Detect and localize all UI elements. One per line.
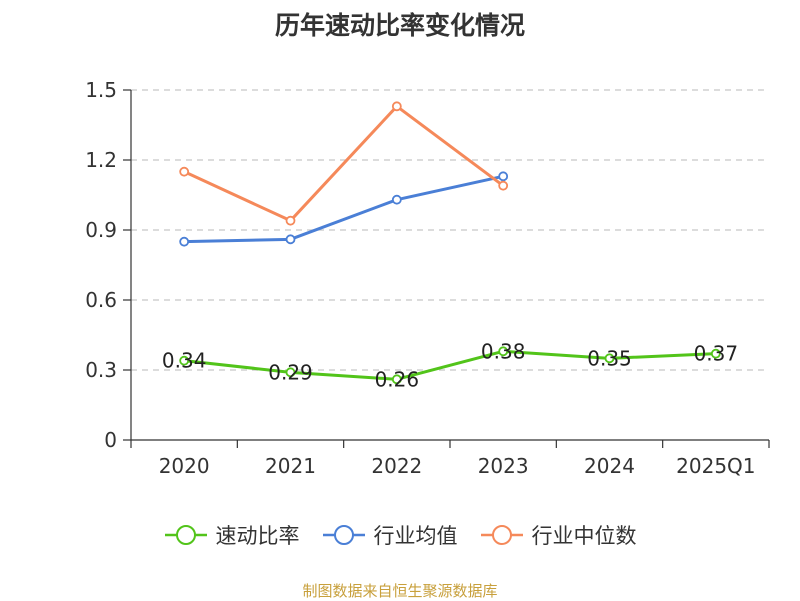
data-point — [391, 374, 402, 385]
series-line-0 — [184, 349, 716, 381]
data-point — [285, 234, 296, 245]
data-point — [285, 215, 296, 226]
legend-line-circle-icon — [480, 525, 523, 545]
data-point — [604, 353, 615, 364]
data-point — [391, 101, 402, 112]
data-point — [179, 355, 190, 366]
x-tick-label: 2024 — [584, 454, 635, 478]
series-line-2 — [183, 104, 505, 223]
chart-title: 历年速动比率变化情况 — [274, 11, 525, 40]
data-label: 0.29 — [268, 360, 313, 384]
data-point — [710, 348, 721, 359]
y-tick-label: 0 — [104, 428, 117, 452]
data-label: 0.35 — [587, 346, 632, 370]
grid-lines — [131, 89, 769, 371]
y-tick-label: 1.5 — [85, 78, 117, 102]
data-point — [391, 194, 402, 205]
source-note: 制图数据来自恒生聚源数据库 — [302, 582, 498, 600]
data-point — [498, 346, 509, 357]
legend-item[interactable]: 速动比率 — [164, 520, 300, 550]
data-point — [179, 166, 190, 177]
legend-item[interactable]: 行业中位数 — [480, 520, 637, 550]
data-point — [498, 171, 509, 182]
legend-label: 行业均值 — [373, 524, 458, 548]
data-label: 0.26 — [375, 367, 420, 391]
x-tick-label: 2022 — [371, 454, 422, 478]
data-point — [179, 236, 190, 247]
data-label: 0.38 — [481, 339, 526, 363]
y-tick-label: 0.9 — [85, 218, 117, 242]
x-tick-label: 2025Q1 — [676, 454, 755, 478]
legend: 速动比率 行业均值 行业中位数 — [0, 520, 800, 550]
legend-label: 行业中位数 — [531, 524, 637, 548]
y-tick-label: 0.6 — [85, 288, 117, 312]
data-label: 0.34 — [162, 349, 207, 373]
data-labels: 0.34 0.29 0.26 0.38 0.35 0.37 — [162, 339, 738, 391]
series-line-1 — [184, 174, 504, 244]
x-tick-label: 2023 — [478, 454, 529, 478]
series-layer — [179, 101, 721, 385]
axes: 0 0.3 0.6 0.9 1.2 1.5 2020 2021 2022 2023 2024 2025… — [85, 78, 770, 478]
legend-line-circle-icon — [164, 525, 207, 545]
x-tick-label: 2020 — [159, 454, 210, 478]
data-point — [498, 180, 509, 191]
y-tick-label: 1.2 — [85, 148, 117, 172]
legend-item[interactable]: 行业均值 — [322, 520, 458, 550]
legend-line-circle-icon — [322, 525, 365, 545]
data-label: 0.37 — [694, 342, 739, 366]
data-point — [285, 367, 296, 378]
y-tick-label: 0.3 — [85, 358, 117, 382]
x-tick-label: 2021 — [265, 454, 316, 478]
legend-label: 速动比率 — [215, 524, 300, 548]
